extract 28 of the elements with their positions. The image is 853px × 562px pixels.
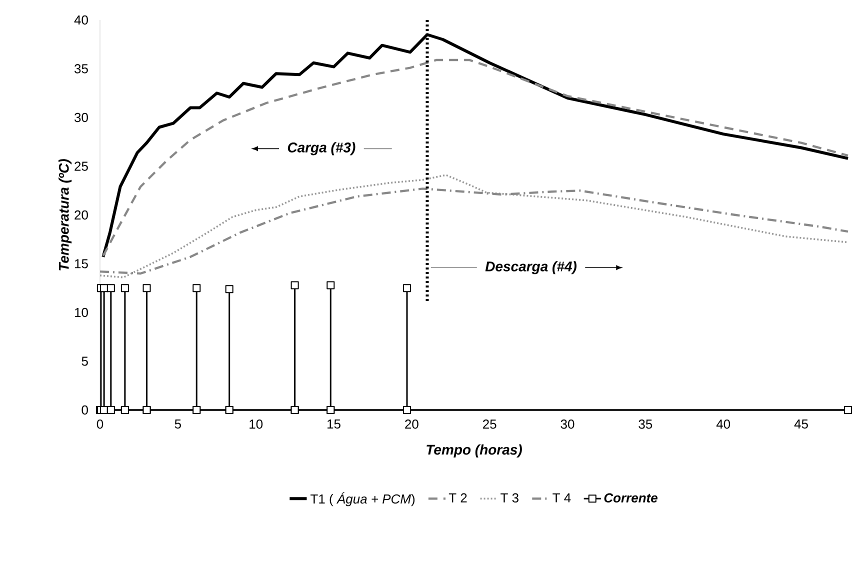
legend-label: T 3 bbox=[500, 493, 518, 502]
x-tick-label: 30 bbox=[560, 420, 574, 429]
x-tick-label: 15 bbox=[328, 420, 340, 429]
x-tick-label: 5 bbox=[174, 420, 181, 429]
y-tick-label: 30 bbox=[74, 112, 88, 122]
x-tick-label: 35 bbox=[638, 420, 652, 429]
legend-label: T 4 bbox=[552, 493, 571, 502]
legend-label: T 2 bbox=[448, 493, 467, 502]
legend-label: T1 ( Água + PCM) bbox=[310, 492, 415, 506]
x-axis-title: Tempo (horas) bbox=[426, 444, 522, 458]
x-tick-label: 10 bbox=[250, 420, 263, 429]
x-tick-label: 40 bbox=[716, 420, 730, 429]
y-tick-label: 25 bbox=[74, 162, 88, 171]
y-tick-label: 35 bbox=[74, 64, 88, 74]
x-tick-label: 45 bbox=[794, 420, 808, 429]
y-tick-label: 10 bbox=[74, 308, 88, 318]
y-axis-title: Temperatura (ºC) bbox=[58, 159, 72, 270]
x-tick-label: 0 bbox=[96, 420, 104, 429]
x-tick-label: 25 bbox=[483, 420, 496, 429]
annotation: Descarga (#4) bbox=[485, 261, 576, 274]
y-tick-label: 40 bbox=[74, 15, 88, 25]
y-tick-label: 5 bbox=[82, 356, 88, 366]
annotation: Carga (#3) bbox=[288, 142, 356, 156]
x-tick-label: 20 bbox=[405, 420, 418, 429]
y-tick-label: 15 bbox=[74, 259, 88, 268]
legend-label: Corrente bbox=[604, 493, 658, 502]
y-tick-label: 0 bbox=[82, 405, 88, 415]
y-tick-label: 20 bbox=[74, 210, 88, 220]
